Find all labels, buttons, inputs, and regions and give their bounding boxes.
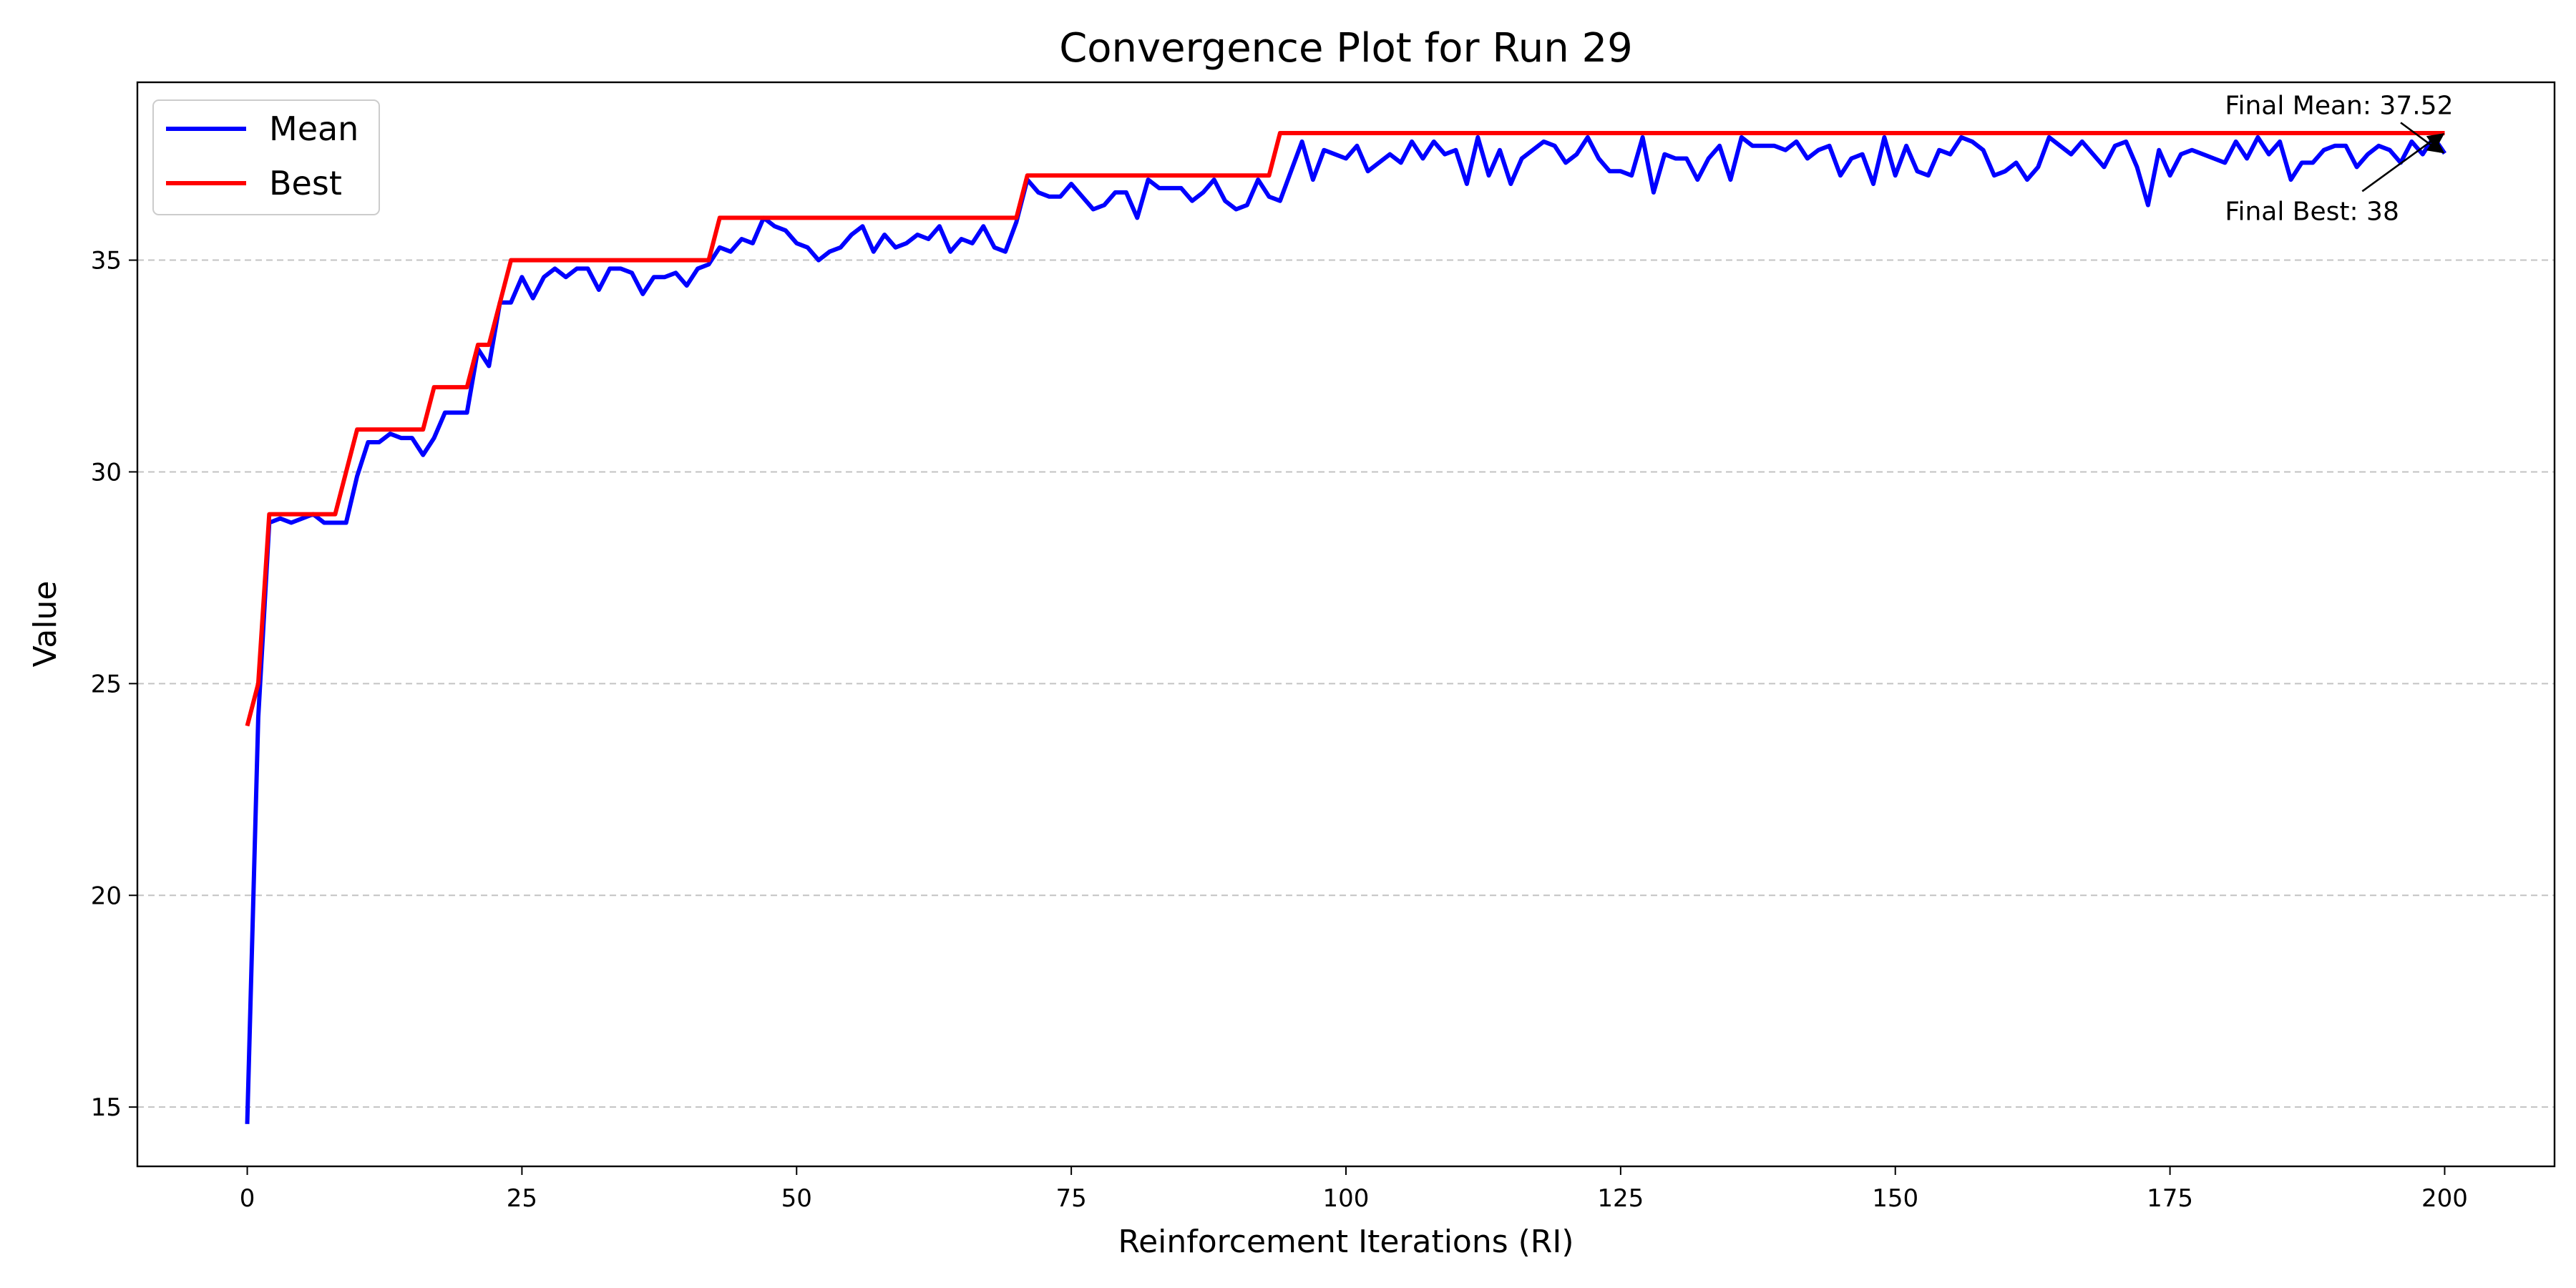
legend: Mean Best — [152, 99, 380, 215]
annotation-label-1: Final Best: 38 — [2225, 197, 2399, 226]
x-axis-label: Reinforcement Iterations (RI) — [1118, 1224, 1574, 1260]
y-tick-label-4: 35 — [91, 247, 122, 275]
chart-title: Convergence Plot for Run 29 — [1059, 25, 1633, 72]
x-axis-ticks: 0 25 50 75 100 125 150 175 200 — [240, 1166, 2468, 1213]
y-tick-label-1: 20 — [91, 882, 122, 910]
legend-label-mean: Mean — [269, 109, 358, 148]
annotation-label-0: Final Mean: 37.52 — [2225, 91, 2453, 120]
x-tick-label-2: 50 — [781, 1184, 812, 1213]
y-gridlines — [137, 259, 2555, 1108]
series-line-best — [245, 131, 2445, 727]
y-tick-label-0: 15 — [91, 1093, 122, 1122]
plot-series — [245, 131, 2446, 1124]
y-tick-label-3: 30 — [91, 458, 122, 487]
series-line-mean — [245, 135, 2446, 1124]
x-tick-label-3: 75 — [1056, 1184, 1087, 1213]
x-tick-label-1: 25 — [507, 1184, 537, 1213]
legend-label-best: Best — [269, 164, 342, 203]
x-tick-label-0: 0 — [240, 1184, 255, 1213]
y-axis-ticks: 15 20 25 30 35 — [91, 247, 137, 1122]
y-tick-label-2: 25 — [91, 670, 122, 698]
x-tick-label-5: 125 — [1597, 1184, 1644, 1213]
annotations: Final Mean: 37.52 Final Best: 38 — [2225, 91, 2453, 226]
annotation-arrow-1 — [2361, 133, 2441, 192]
x-tick-label-6: 150 — [1872, 1184, 1918, 1213]
annotation-arrowhead-1 — [2426, 133, 2445, 150]
x-tick-label-4: 100 — [1323, 1184, 1370, 1213]
x-tick-label-8: 200 — [2421, 1184, 2468, 1213]
y-axis-label: Value — [27, 581, 64, 668]
x-tick-label-7: 175 — [2147, 1184, 2193, 1213]
